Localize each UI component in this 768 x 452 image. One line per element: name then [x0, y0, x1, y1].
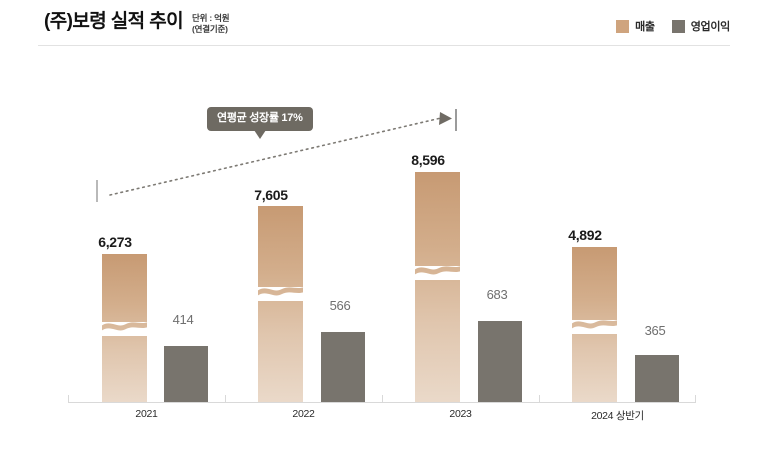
legend-item-profit[interactable]: 영업이익 [671, 18, 731, 34]
legend-item-revenue[interactable]: 매출 [616, 18, 655, 34]
bar-group-2021: 6,273 414 2021 [68, 46, 225, 452]
legend-label-revenue: 매출 [635, 21, 655, 33]
legend-swatch-profit-icon [671, 19, 685, 33]
axis-break-wave-icon [414, 266, 461, 280]
value-label-revenue-2024: 4,892 [568, 227, 602, 243]
bar-revenue-2022[interactable] [257, 206, 304, 402]
bar-group-2022: 7,605 566 2022 [225, 46, 382, 452]
bar-revenue-2024[interactable] [571, 247, 618, 402]
axis-break-wave-icon [101, 322, 148, 336]
header-divider [38, 45, 730, 46]
category-label-2022: 2022 [292, 408, 315, 420]
axis-break-wave-icon [257, 287, 304, 301]
x-axis-line [68, 402, 695, 403]
category-label-2023: 2023 [449, 408, 472, 420]
bar-profit-2023[interactable] [478, 321, 522, 402]
chart-legend: 매출 영업이익 [616, 18, 730, 34]
x-axis-tick-start [68, 395, 69, 403]
chart-header: (주)보령 실적 추이 단위 : 억원 (연결기준) 매출 영업이익 [0, 0, 768, 46]
page-title: (주)보령 실적 추이 [44, 11, 184, 32]
value-label-revenue-2023: 8,596 [411, 152, 445, 168]
value-label-profit-2021: 414 [172, 312, 194, 327]
legend-label-profit: 영업이익 [690, 21, 731, 33]
title-block: (주)보령 실적 추이 단위 : 억원 (연결기준) [44, 10, 230, 34]
axis-break-wave-icon [571, 320, 618, 334]
x-axis-tick-2 [382, 395, 383, 403]
bar-revenue-2023[interactable] [414, 172, 461, 402]
value-label-profit-2023: 683 [486, 287, 508, 302]
unit-line-2: (연결기준) [191, 23, 228, 34]
value-label-profit-2022: 566 [329, 298, 351, 313]
unit-line-1: 단위 : 억원 [191, 13, 230, 23]
x-axis-tick-end [695, 395, 696, 403]
value-label-profit-2024: 365 [644, 323, 666, 338]
x-axis-tick-3 [539, 395, 540, 403]
bar-group-2024: 4,892 365 2024 상반기 [539, 46, 696, 452]
category-label-2021: 2021 [135, 408, 158, 420]
bar-profit-2021[interactable] [164, 346, 208, 402]
legend-swatch-revenue-icon [616, 19, 630, 33]
growth-rate-badge: 연평균 성장률 17% [207, 107, 313, 139]
bar-profit-2022[interactable] [321, 332, 365, 402]
category-label-2024: 2024 상반기 [591, 410, 644, 422]
bar-group-2023: 8,596 683 2023 [382, 46, 539, 452]
bar-revenue-2021[interactable] [101, 254, 148, 402]
bar-profit-2024[interactable] [635, 355, 679, 402]
x-axis-tick-1 [225, 395, 226, 403]
chart-plot-area: 연평균 성장률 17% 6,273 414 2021 7,605 566 202… [0, 46, 768, 452]
value-label-revenue-2021: 6,273 [98, 234, 132, 250]
value-label-revenue-2022: 7,605 [254, 187, 288, 203]
unit-note: 단위 : 억원 (연결기준) [191, 13, 230, 34]
